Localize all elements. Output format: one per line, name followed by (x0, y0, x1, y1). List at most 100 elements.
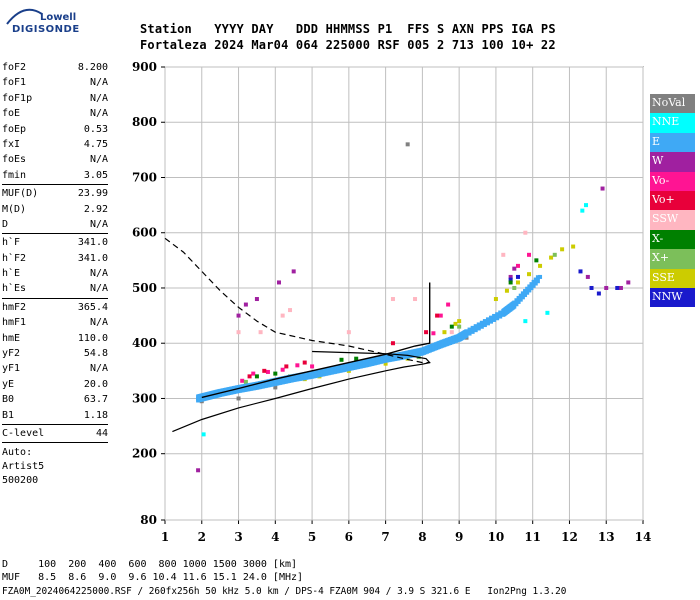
echo-point (242, 383, 247, 392)
echo-point (254, 297, 259, 302)
echo-point (379, 355, 384, 364)
echo-point (459, 332, 464, 341)
echo-point (423, 346, 428, 355)
echo-point (444, 338, 449, 347)
echo-point (386, 354, 391, 363)
echo-point (236, 330, 241, 335)
echo-point (233, 385, 238, 394)
echo-point (395, 352, 400, 361)
echo-point (509, 302, 514, 311)
echo-point (317, 369, 322, 378)
echo-point (440, 339, 445, 348)
direction-legend: NoVal NNE E W Vo- Vo+ SSW X- X+ SSE NNW (650, 94, 695, 308)
echo-point (201, 432, 206, 437)
echo-point (398, 351, 403, 360)
echo-point (503, 307, 508, 316)
param-name: fxI (2, 138, 21, 150)
param-name: h`F (2, 237, 21, 249)
echo-point (585, 274, 590, 279)
echo-point (418, 347, 423, 356)
echo-point (412, 349, 417, 358)
echo-point (245, 383, 250, 392)
echo-point (325, 367, 330, 376)
echo-point (464, 329, 469, 338)
echo-point (328, 368, 333, 373)
echo-point (277, 376, 282, 385)
echo-point (545, 310, 550, 315)
echo-point (374, 356, 379, 365)
echo-point (449, 324, 454, 329)
echo-point (527, 272, 532, 277)
param-row: fxI 4.75 (2, 137, 108, 152)
echo-point (280, 313, 285, 318)
echo-point (372, 357, 377, 366)
echo-point (409, 349, 414, 358)
param-value: 1.18 (83, 409, 108, 421)
param-value: 365.4 (77, 301, 108, 313)
echo-point (299, 372, 304, 381)
echo-point (460, 331, 465, 340)
profile-extrapolation (164, 237, 430, 364)
param-row: C-level 44 (2, 426, 108, 441)
x-tick-label: 5 (308, 530, 316, 544)
param-separator (2, 297, 108, 299)
footer-file-info: FZA0M_2024064225000.RSF / 260fx256h 50 k… (2, 586, 567, 597)
echo-point (501, 308, 506, 317)
echo-point (208, 391, 213, 400)
echo-point (457, 335, 462, 340)
echo-point (400, 351, 405, 360)
echo-point (467, 327, 472, 336)
echo-point (463, 330, 468, 339)
echo-point (371, 357, 376, 366)
param-separator (2, 442, 108, 444)
param-value: N/A (89, 108, 108, 120)
echo-point (375, 356, 380, 365)
echo-point (416, 355, 421, 360)
x-tick-label: 2 (198, 530, 206, 544)
logo-line2: DIGISONDE (12, 24, 80, 35)
echo-point (334, 365, 339, 374)
y-tick-label: 400 (132, 336, 157, 350)
echo-point (196, 396, 201, 401)
echo-point (279, 376, 284, 385)
echo-point (201, 393, 206, 402)
echo-point (413, 297, 418, 302)
echo-point (512, 266, 517, 271)
echo-point (225, 387, 230, 396)
echo-point (291, 374, 296, 383)
echo-point (420, 349, 425, 354)
param-row: M(D) 2.92 (2, 202, 108, 217)
param-value: 0.53 (83, 123, 108, 135)
echo-point (270, 378, 275, 387)
echo-point (305, 371, 310, 380)
echo-point (534, 258, 539, 263)
echo-point (464, 331, 469, 336)
echo-point (218, 390, 223, 395)
echo-point (282, 375, 287, 384)
param-value: N/A (89, 317, 108, 329)
echo-point (394, 352, 399, 361)
echo-point (584, 203, 589, 208)
lowell-digisonde-logo: Lowell DIGISONDE (4, 4, 79, 40)
echo-point (224, 387, 229, 396)
echo-point (492, 313, 497, 322)
echo-point (207, 393, 212, 398)
param-value: 3.05 (83, 169, 108, 181)
echo-point (267, 379, 272, 388)
param-value: N/A (89, 363, 108, 375)
param-separator (2, 423, 108, 425)
y-tick-label: 200 (132, 447, 157, 461)
echo-point (518, 293, 523, 302)
param-row: fmin 3.05 (2, 168, 108, 183)
echo-point (520, 291, 525, 300)
param-value: 4.75 (83, 138, 108, 150)
x-tick-label: 4 (271, 530, 279, 544)
echo-point (512, 300, 517, 309)
echo-point (397, 352, 402, 361)
param-value: 63.7 (83, 394, 108, 406)
echo-point (435, 313, 440, 318)
echo-point (262, 368, 267, 373)
echo-point (302, 377, 307, 382)
x-tick-label: 3 (234, 530, 242, 544)
param-row: foE N/A (2, 106, 108, 121)
